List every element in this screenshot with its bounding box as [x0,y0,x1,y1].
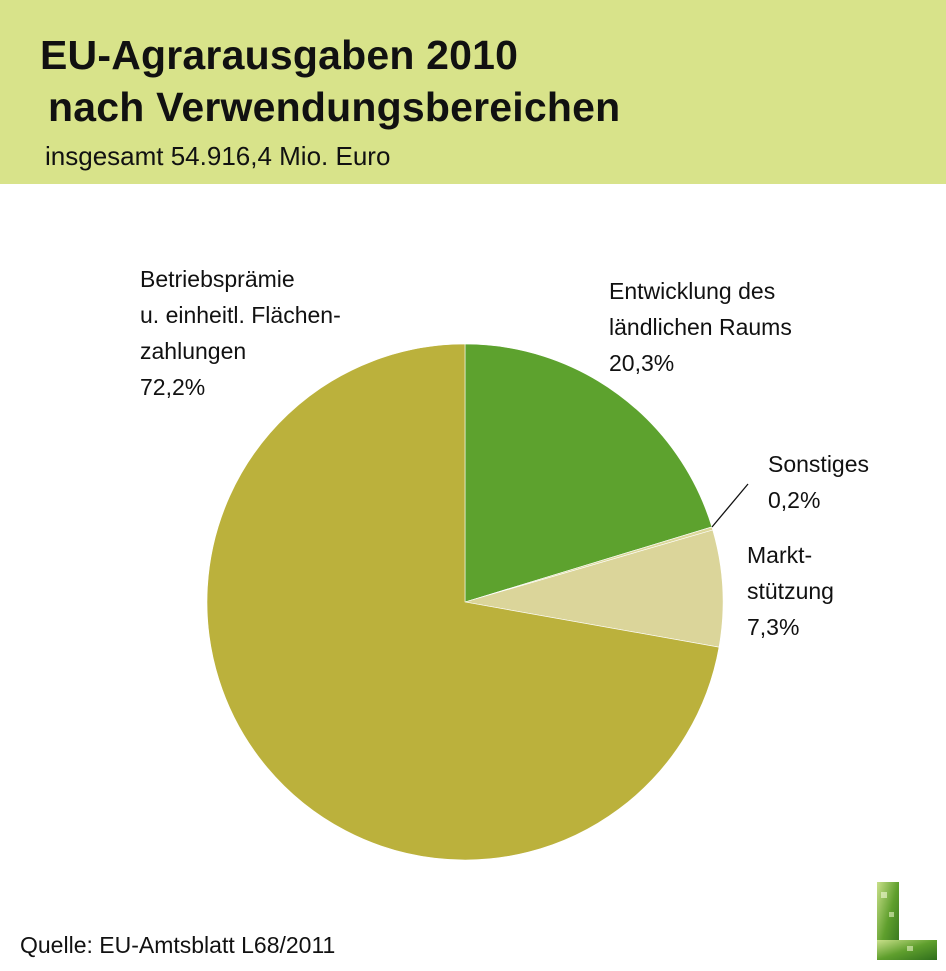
chart-title-line-1: EU-Agrarausgaben 2010 [40,32,519,78]
slice-label-marktstuetzung: Markt- stützung 7,3% [747,537,834,645]
pie-slice-0 [464,343,713,603]
source-note: Quelle: EU-Amtsblatt L68/2011 [20,932,336,958]
green-l-logo-icon [877,882,937,960]
label-percent: 20,3% [609,350,675,376]
label-line: u. einheitl. Flächen- [140,302,341,328]
label-percent: 0,2% [768,487,821,513]
pie-slice-3 [206,343,720,861]
label-percent: 7,3% [747,614,800,640]
pie-slice-2 [464,529,724,648]
leader-line-sonstiges [711,483,749,528]
slice-label-betriebspraemie: Betriebsprämie u. einheitl. Flächen- zah… [140,261,341,405]
chart-title-line-2: nach Verwendungsbereichen [48,84,621,130]
label-line: Betriebsprämie [140,266,295,292]
label-line: stützung [747,578,834,604]
header-banner: EU-Agrarausgaben 2010 nach Verwendungsbe… [0,0,946,184]
label-percent: 72,2% [140,374,206,400]
label-line: ländlichen Raums [609,314,792,340]
slice-label-sonstiges: Sonstiges 0,2% [768,446,869,518]
label-line: zahlungen [140,338,247,364]
slice-label-entwicklung: Entwicklung des ländlichen Raums 20,3% [609,273,792,381]
chart-subtitle: insgesamt 54.916,4 Mio. Euro [45,141,391,171]
label-line: Sonstiges [768,451,870,477]
label-line: Entwicklung des [609,278,776,304]
pie-slices [206,343,724,861]
label-line: Markt- [747,542,813,568]
